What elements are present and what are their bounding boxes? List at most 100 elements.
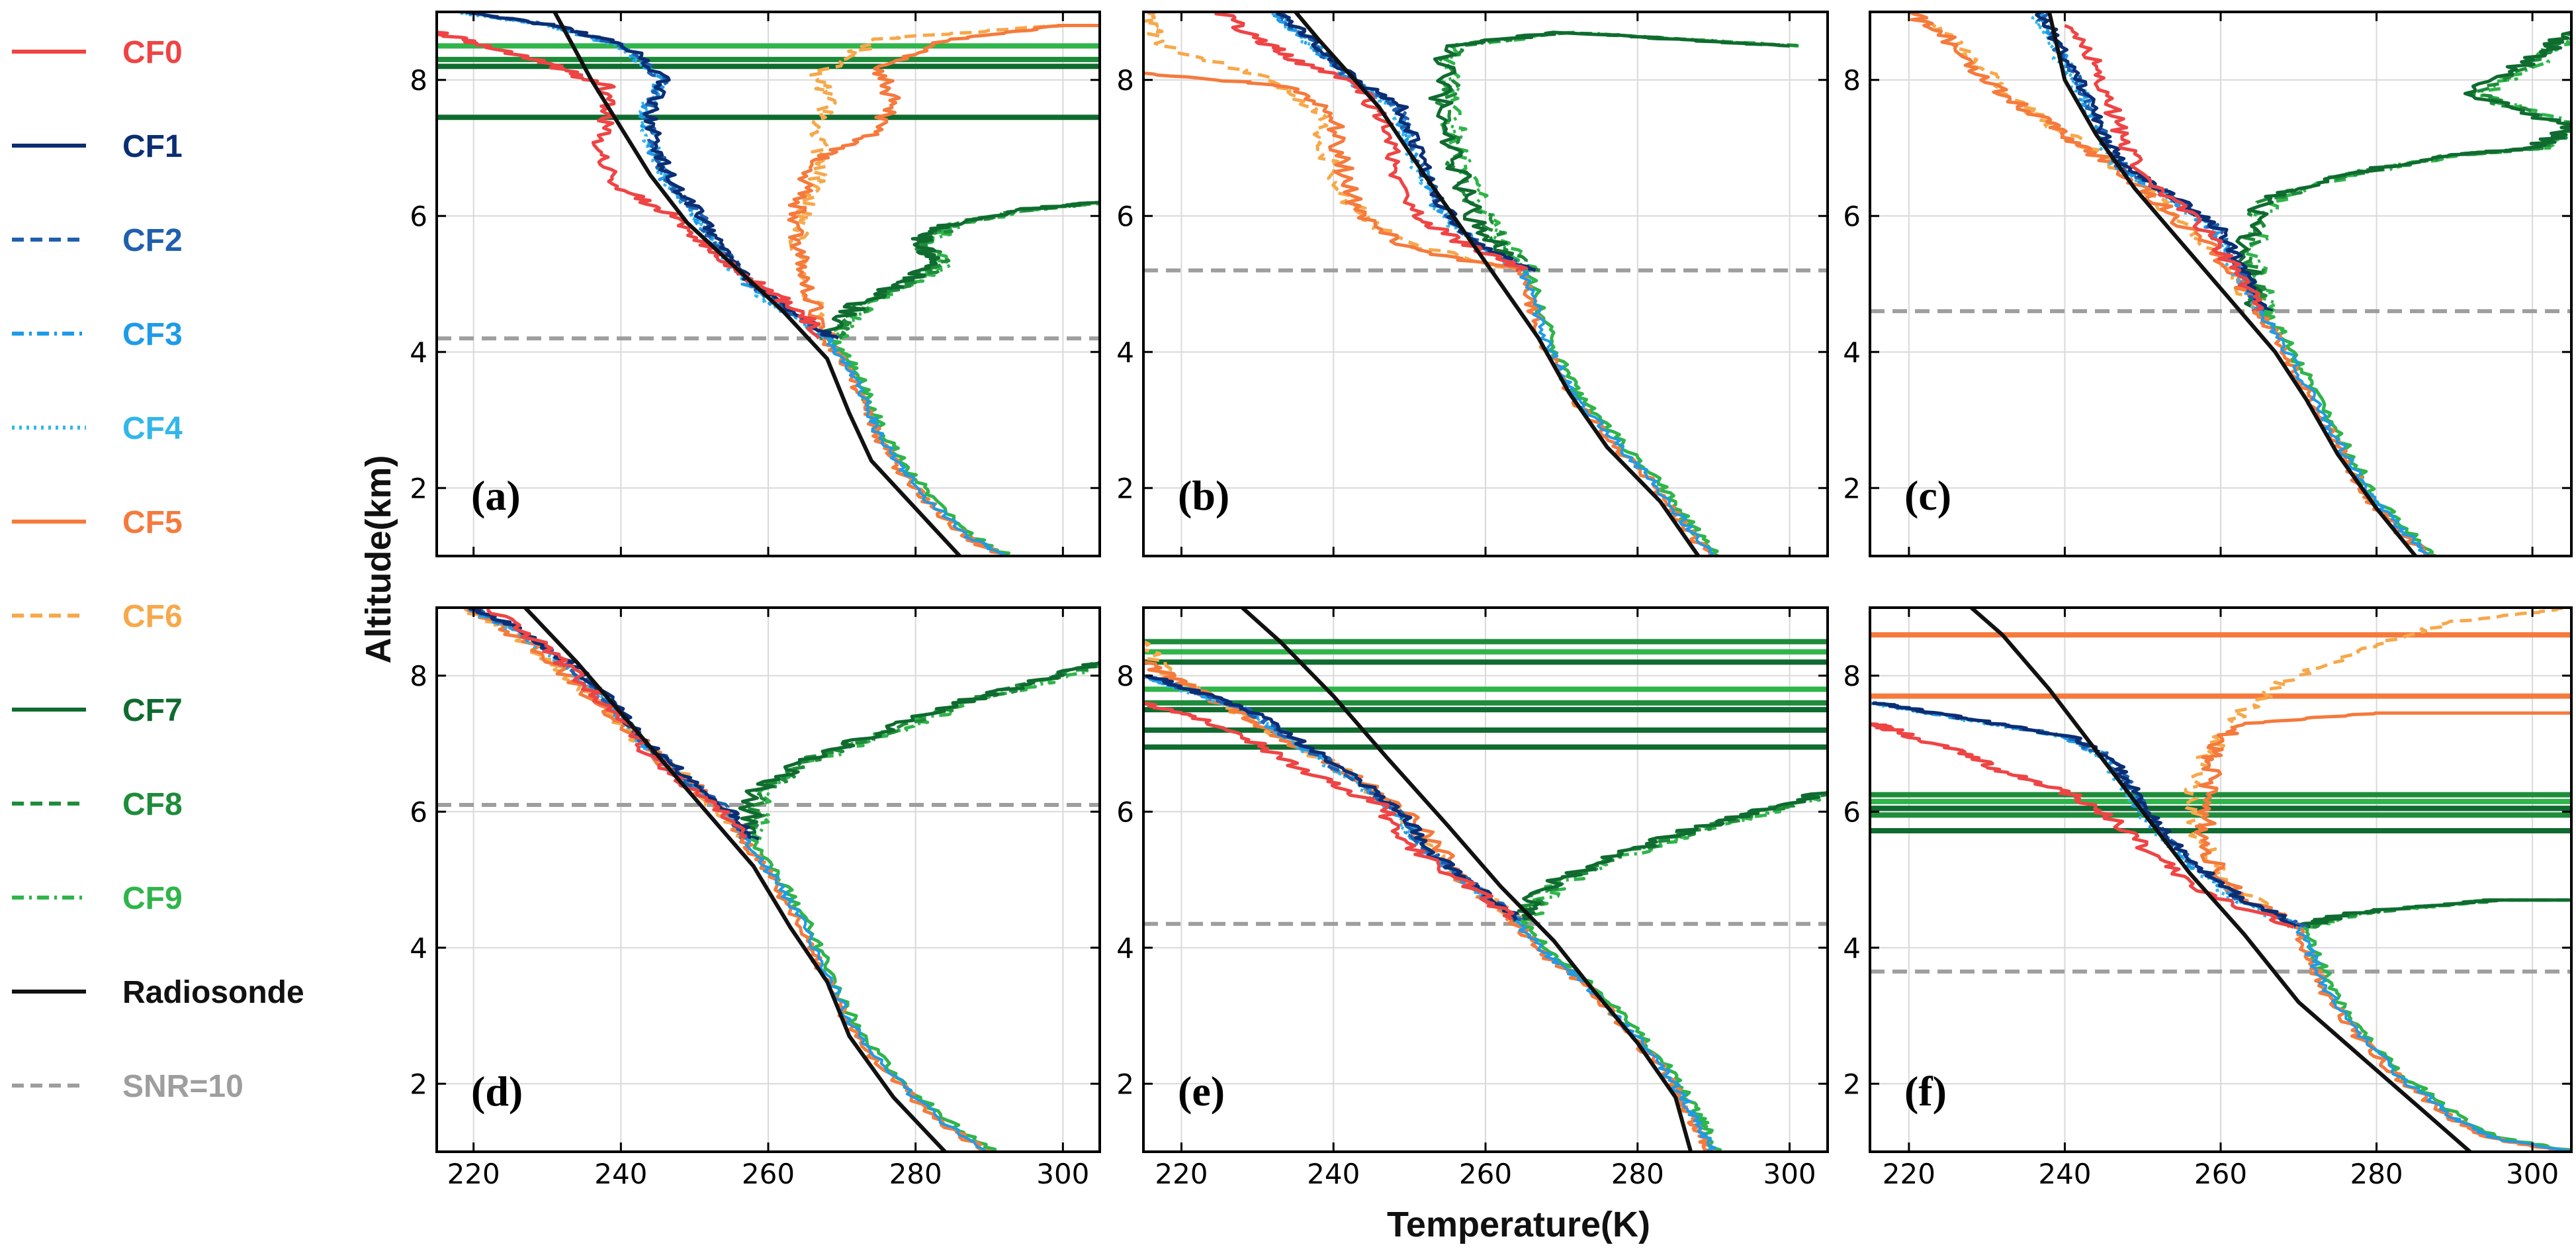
series-lower-green <box>826 337 1011 556</box>
y-tick-label-3: 8 <box>410 64 427 97</box>
y-tick-label-0: 2 <box>1843 1068 1861 1100</box>
series-cf1 <box>2035 12 2274 313</box>
series-lower-blue <box>744 837 987 1152</box>
series-cf8 <box>833 201 1100 340</box>
series-cf7 <box>2296 898 2571 929</box>
legend-label-4: CF4 <box>122 411 183 446</box>
y-tick-label-0: 2 <box>410 472 427 504</box>
y-tick-label-2: 6 <box>1116 796 1134 828</box>
series-cf7 <box>736 661 1100 841</box>
x-axis-title: Temperature(K) <box>1387 1205 1650 1244</box>
y-tick-label-1: 4 <box>1843 336 1861 369</box>
plot-area <box>1870 12 2571 556</box>
y-tick-label-1: 4 <box>1116 932 1134 964</box>
plot-area <box>1143 12 1828 556</box>
legend-label-2: CF2 <box>122 223 183 258</box>
legend-label-0: CF0 <box>122 35 183 70</box>
series-cf5 <box>1908 12 2269 313</box>
series-cf8 <box>1509 790 1828 922</box>
series-cf9 <box>2242 35 2571 313</box>
series-cf0 <box>1214 12 1529 272</box>
panel-label: (f) <box>1904 1068 1947 1115</box>
y-tick-label-3: 8 <box>1843 64 1861 97</box>
panel-0: 2 4 6 8 (a) <box>410 11 1101 557</box>
panel-2: 2 4 6 8 (c) <box>1843 11 2573 557</box>
x-tick-label-1: 240 <box>1307 1158 1360 1190</box>
panel-3: 220 240 260 280 300 2 4 6 8 (d) <box>410 606 1101 1190</box>
series-cf0 <box>2064 24 2264 313</box>
series-lower-orange <box>1507 919 1717 1152</box>
y-tick-label-3: 8 <box>1116 64 1134 97</box>
series-radiosonde <box>553 12 961 556</box>
x-tick-label-2: 260 <box>2194 1158 2247 1190</box>
series-cf8 <box>1435 30 1799 272</box>
y-tick-label-2: 6 <box>410 796 427 828</box>
y-tick-label-0: 2 <box>1843 472 1861 504</box>
panel-label: (b) <box>1178 472 1229 519</box>
x-tick-label-1: 240 <box>2038 1158 2091 1190</box>
series-cf1 <box>1872 701 2300 929</box>
series-cf9 <box>1440 30 1799 271</box>
series-cf3 <box>2035 12 2263 313</box>
series-cf5 <box>787 24 1100 339</box>
legend-label-7: CF7 <box>122 693 183 728</box>
panel-5: 220 240 260 280 300 2 4 6 8 (f) <box>1843 606 2573 1190</box>
y-tick-label-2: 6 <box>1843 200 1861 232</box>
series-cf0 <box>1143 701 1515 921</box>
legend-label-10: Radiosonde <box>122 975 304 1010</box>
series-lower-blue <box>2259 310 2430 556</box>
series-radiosonde <box>1970 608 2471 1152</box>
legend-label-3: CF3 <box>122 317 183 352</box>
plot-area <box>437 608 1100 1152</box>
series-radiosonde <box>2047 12 2417 556</box>
plot-area <box>437 12 1100 556</box>
series-cf4 <box>1143 674 1517 921</box>
series-lower-blue <box>2295 927 2571 1152</box>
legend-label-9: CF9 <box>122 881 183 916</box>
series-cf7 <box>2235 30 2571 312</box>
y-tick-label-1: 4 <box>410 336 427 369</box>
series-cf3 <box>1145 674 1522 921</box>
legend: CF0 CF1 CF2 CF3 CF4 CF5 CF6 CF7 CF8 CF9 Radiosonde… <box>12 35 304 1104</box>
legend-label-6: CF6 <box>122 599 183 634</box>
y-tick-label-1: 4 <box>1116 336 1134 369</box>
x-tick-label-4: 300 <box>1036 1158 1089 1190</box>
panel-label: (a) <box>471 472 521 519</box>
x-tick-label-0: 220 <box>1883 1158 1935 1190</box>
series-lower-orange <box>2252 309 2434 556</box>
y-tick-label-3: 8 <box>1843 660 1861 692</box>
panels: 2 4 6 8 (a) 2 4 6 8 (b) 2 4 6 8 (c) 220 240 260 280 300 2 4 6 8… <box>410 11 2573 1190</box>
panel-label: (c) <box>1904 472 1951 519</box>
series-cf5 <box>1143 71 1532 272</box>
y-tick-label-2: 6 <box>1116 200 1134 232</box>
series-cf8 <box>2239 32 2571 313</box>
x-tick-label-0: 220 <box>447 1158 500 1190</box>
panel-label: (d) <box>471 1068 523 1115</box>
panel-4: 220 240 260 280 300 2 4 6 8 (e) <box>1116 606 1829 1190</box>
legend-label-1: CF1 <box>122 129 183 164</box>
series-cf0 <box>1870 722 2295 929</box>
y-tick-label-0: 2 <box>410 1068 427 1100</box>
series-cf7 <box>820 201 1100 340</box>
y-tick-label-1: 4 <box>1843 932 1861 964</box>
x-tick-label-3: 280 <box>1611 1158 1664 1190</box>
series-cf7 <box>1428 30 1790 271</box>
series-cf6 <box>2182 608 2571 929</box>
x-tick-label-0: 220 <box>1155 1158 1208 1190</box>
series-radiosonde <box>523 608 947 1152</box>
series-radiosonde <box>1294 12 1701 556</box>
series-lower-orange <box>739 837 993 1152</box>
plot-area <box>1870 608 2571 1152</box>
x-tick-label-1: 240 <box>594 1158 647 1190</box>
y-axis-title: Altitude(km) <box>359 455 398 664</box>
x-tick-label-4: 300 <box>2506 1158 2559 1190</box>
series-cf9 <box>745 663 1100 841</box>
series-lower-green <box>2258 309 2437 556</box>
series-cf6 <box>788 24 1100 340</box>
x-tick-label-2: 260 <box>742 1158 795 1190</box>
series-cf2 <box>1143 674 1525 923</box>
series-lower-blue <box>826 337 1006 556</box>
x-tick-label-4: 300 <box>1763 1158 1816 1190</box>
y-tick-label-3: 8 <box>1116 660 1134 692</box>
